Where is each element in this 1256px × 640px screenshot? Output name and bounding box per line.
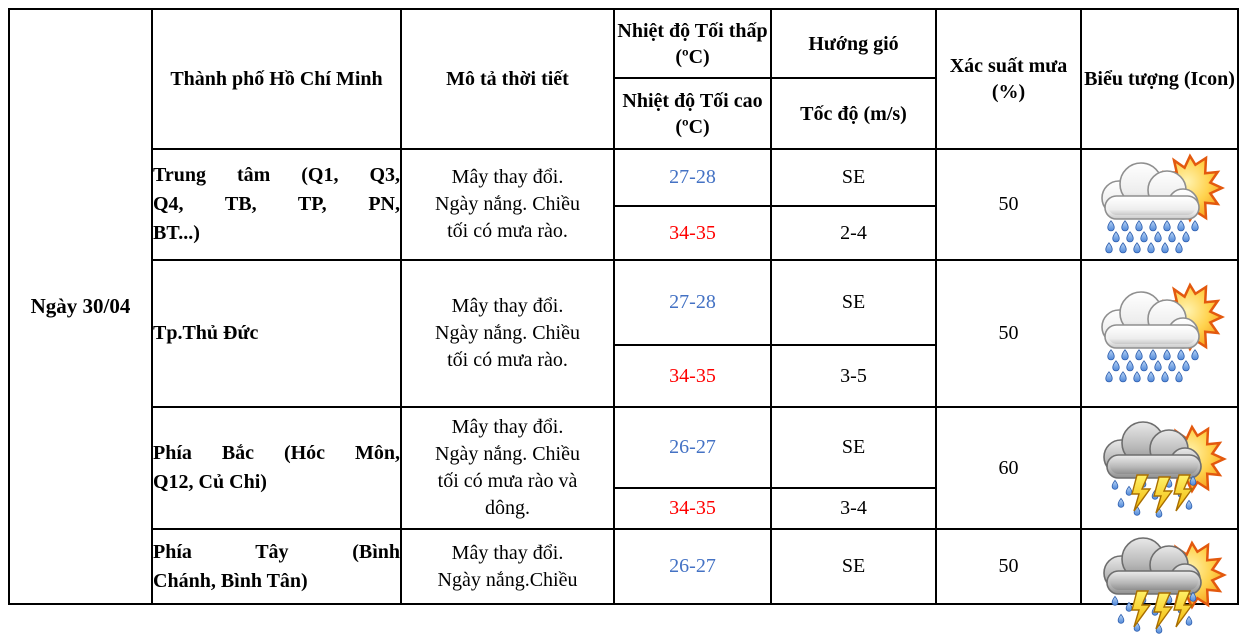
header-temp-min: Nhiệt độ Tối thấp (ºC) [613, 8, 772, 79]
description-cell: Mây thay đổi. Ngày nắng. Chiều tối có mư… [400, 406, 615, 530]
header-rain-probability: Xác suất mưa (%) [935, 8, 1082, 150]
header-temp-max: Nhiệt độ Tối cao (ºC) [613, 77, 772, 150]
wind-direction-cell: SE [770, 259, 937, 346]
rain-probability-cell: 60 [935, 406, 1082, 530]
temp-min-cell: 26-27 [613, 528, 772, 605]
rain-probability-cell: 50 [935, 528, 1082, 605]
table-row-trung-tam: Trung tâm (Q1, Q3, Q4, TB, TP, PN, BT...) … [9, 148, 1239, 261]
rain-probability-cell: 50 [935, 148, 1082, 261]
icon-cell [1080, 528, 1239, 634]
table-row-thu-duc: Tp.Thủ Đức Mây thay đổi. Ngày nắng. Chiề… [9, 259, 1239, 408]
city-cell: Trung tâm (Q1, Q3, Q4, TB, TP, PN, BT...) [151, 148, 402, 261]
wind-speed-cell: 3-5 [770, 344, 937, 408]
icon-cell [1080, 148, 1239, 261]
wind-direction-cell: SE [770, 148, 937, 207]
sun-cloud-thunderstorm-icon [1102, 537, 1227, 634]
table-row-phia-tay: Phía Tây (Bình Chánh, Bình Tân) Mây thay … [9, 528, 1239, 634]
icon-cell [1080, 406, 1239, 530]
city-cell: Tp.Thủ Đức [151, 259, 402, 408]
temp-max-cell: 34-35 [613, 344, 772, 408]
header-wind-direction: Hướng gió [770, 8, 937, 79]
rain-probability-cell: 50 [935, 259, 1082, 408]
temp-max-cell: 34-35 [613, 205, 772, 261]
icon-cell [1080, 259, 1239, 408]
header-city: Thành phố Hồ Chí Minh [151, 8, 402, 150]
wind-speed-cell: 3-4 [770, 487, 937, 530]
table-row-phia-bac: Phía Bắc (Hóc Môn, Q12, Củ Chi) Mây thay … [9, 406, 1239, 530]
temp-max-cell: 34-35 [613, 487, 772, 530]
sun-cloud-rain-icon [1100, 281, 1225, 382]
header-icon: Biểu tượng (Icon) [1080, 8, 1239, 150]
temp-min-cell: 27-28 [613, 259, 772, 346]
sun-cloud-rain-icon [1100, 152, 1225, 253]
city-cell: Phía Tây (Bình Chánh, Bình Tân) [151, 528, 402, 605]
temp-min-cell: 27-28 [613, 148, 772, 207]
description-cell: Mây thay đổi. Ngày nắng. Chiều tối có mư… [400, 148, 615, 261]
description-cell: Mây thay đổi. Ngày nắng.Chiều [400, 528, 615, 605]
description-cell: Mây thay đổi. Ngày nắng. Chiều tối có mư… [400, 259, 615, 408]
wind-direction-cell: SE [770, 528, 937, 605]
header-wind-speed: Tốc độ (m/s) [770, 77, 937, 150]
date-cell: Ngày 30/04 [8, 8, 153, 605]
header-description: Mô tả thời tiết [400, 8, 615, 150]
temp-min-cell: 26-27 [613, 406, 772, 489]
wind-direction-cell: SE [770, 406, 937, 489]
city-cell: Phía Bắc (Hóc Môn, Q12, Củ Chi) [151, 406, 402, 530]
wind-speed-cell: 2-4 [770, 205, 937, 261]
sun-cloud-thunderstorm-icon [1102, 421, 1227, 518]
weather-forecast-table: Ngày 30/04 Thành phố Hồ Chí Minh Mô tả t… [8, 8, 1239, 634]
